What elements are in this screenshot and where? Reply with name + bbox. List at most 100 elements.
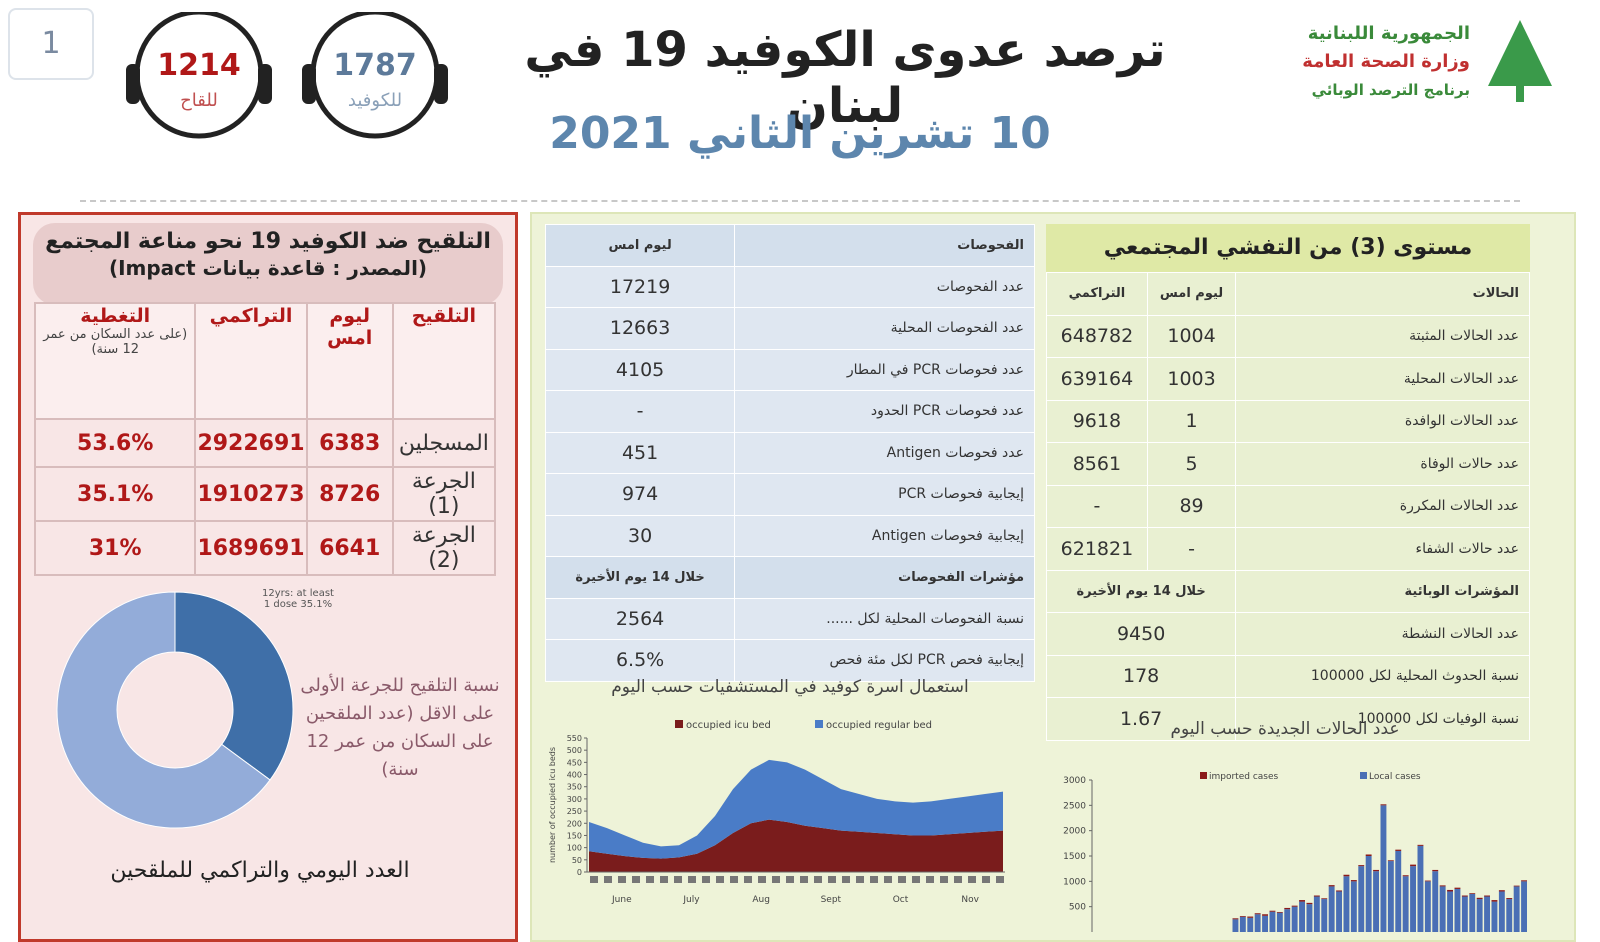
header-cell: الفحوصات <box>734 224 1035 267</box>
table-cell: إيجابية فحوصات PCR <box>734 473 1035 516</box>
header-text: ليوم امس <box>327 305 373 349</box>
table-cell: نسبة الحدوث المحلية لكل 100000 <box>1235 654 1530 698</box>
donut-slice <box>174 591 294 781</box>
table-cell: عدد حالات الشفاء <box>1235 527 1530 571</box>
date-tick-stub <box>702 876 710 883</box>
y-tick-label: 400 <box>567 771 582 780</box>
bar <box>1410 864 1416 867</box>
bar <box>1299 900 1305 902</box>
bar <box>1402 875 1409 877</box>
bar <box>1498 891 1505 932</box>
bar <box>1239 916 1246 932</box>
bar <box>1284 909 1291 932</box>
table-cell: 648782 <box>1046 314 1148 358</box>
y-tick-label: 500 <box>567 746 582 755</box>
table-cell: 5 <box>1146 442 1237 486</box>
date-tick-stub <box>618 876 626 883</box>
area <box>589 819 1003 872</box>
header-cell: ليوم امس <box>305 302 394 420</box>
bar <box>1417 844 1424 846</box>
header-cell: الحالات <box>1235 272 1530 316</box>
date-tick-stub <box>870 876 878 883</box>
date-tick-stub <box>954 876 962 883</box>
page-date: 10 تشرين الثاني 2021 <box>549 108 1051 159</box>
y-tick-label: 200 <box>567 819 582 828</box>
table-cell: 17219 <box>544 265 736 308</box>
bar <box>1454 887 1461 889</box>
bar <box>1461 895 1468 897</box>
bar <box>1447 889 1453 892</box>
bar <box>1380 804 1387 806</box>
header-text: التغطية <box>80 305 151 327</box>
bar <box>1513 885 1520 887</box>
bar <box>1476 897 1483 900</box>
bar <box>1506 899 1513 932</box>
donut-caption: نسبة التلقيح للجرعة الأولى على الاقل (عد… <box>300 675 500 780</box>
header-text: التراكمي <box>209 305 293 327</box>
date-tick-stub <box>786 876 794 883</box>
bar <box>1491 901 1498 932</box>
bar <box>1365 856 1372 932</box>
bar <box>1410 866 1416 932</box>
table-cell: 53.6% <box>33 418 197 468</box>
vaccination-footer: العدد اليومي والتراكمي للملقحين <box>110 858 410 883</box>
table-cell: 9618 <box>1046 399 1148 443</box>
chart-title: استعمال اسرة كوفيد في المستشفيات حسب الي… <box>611 677 969 697</box>
date-tick-stub <box>772 876 780 883</box>
table-header: المؤشرات الوبائية خلال 14 يوم الأخيرة <box>1045 569 1530 613</box>
donut-label: 12yrs: at least 1 dose 35.1% <box>262 588 334 610</box>
bar <box>1521 880 1527 882</box>
legend-label: Local cases <box>1369 772 1421 782</box>
table-cell: 639164 <box>1046 357 1148 401</box>
table-cell: 1004 <box>1146 314 1237 358</box>
bar <box>1432 869 1439 872</box>
table-row: عدد حالات الوفاة 5 8561 <box>1046 442 1530 486</box>
bar <box>1424 881 1431 932</box>
bar <box>1276 912 1283 932</box>
table-row: عدد الحالات المحلية 1003 639164 <box>1046 357 1530 401</box>
table-row: عدد الفحوصات 17219 <box>544 265 1035 308</box>
month-label: July <box>682 895 700 905</box>
bar <box>1447 891 1453 932</box>
bar <box>1365 854 1372 856</box>
table-row: عدد الحالات المثبتة 1004 648782 <box>1046 314 1530 358</box>
table-cell: عدد الفحوصات <box>734 265 1035 308</box>
header-cell: التراكمي <box>1046 272 1148 316</box>
y-tick-label: 300 <box>567 795 582 804</box>
month-label: Nov <box>961 895 979 905</box>
table-row: عدد الفحوصات المحلية 12663 <box>544 307 1035 350</box>
table-cell: 1910273 <box>194 466 308 522</box>
date-tick-stub <box>800 876 808 883</box>
table-cell: 2922691 <box>194 418 308 468</box>
legend-label: imported cases <box>1209 772 1279 782</box>
date-tick-stub <box>660 876 668 883</box>
bar <box>1521 881 1527 932</box>
bar <box>1321 899 1328 932</box>
bar <box>1262 914 1268 916</box>
chart-title: عدد الحالات الجديدة حسب اليوم <box>1170 719 1399 739</box>
bar <box>1439 886 1446 932</box>
bar <box>1239 916 1246 917</box>
table-cell: عدد فحوصات PCR في المطار <box>734 348 1035 391</box>
date-tick-stub <box>688 876 696 883</box>
legend-swatch <box>1360 772 1367 779</box>
bar <box>1417 845 1424 932</box>
bar <box>1424 880 1431 882</box>
bar <box>1469 893 1476 894</box>
bar <box>1358 865 1365 867</box>
bar <box>1498 890 1505 892</box>
headset-icon <box>126 9 272 139</box>
table-row: نسبة الحدوث المحلية لكل 100000 178 <box>1045 654 1530 698</box>
bar <box>1299 901 1305 932</box>
table-header: الحالات ليوم امس التراكمي <box>1046 272 1530 316</box>
table-row: عدد فحوصات PCR في المطار 4105 <box>544 348 1035 391</box>
table-header: الفحوصات ليوم امس <box>544 224 1035 267</box>
y-tick-label: 350 <box>567 783 582 792</box>
vaccination-title: التلقيح ضد الكوفيد 19 نحو مناعة المجتمع <box>45 229 491 254</box>
table-cell: عدد الحالات المثبتة <box>1235 314 1530 358</box>
bar <box>1439 885 1446 887</box>
table-cell: عدد الفحوصات المحلية <box>734 307 1035 350</box>
month-label: Sept <box>821 895 842 905</box>
table-cell: عدد فحوصات Antigen <box>734 431 1035 474</box>
bar <box>1469 894 1476 932</box>
